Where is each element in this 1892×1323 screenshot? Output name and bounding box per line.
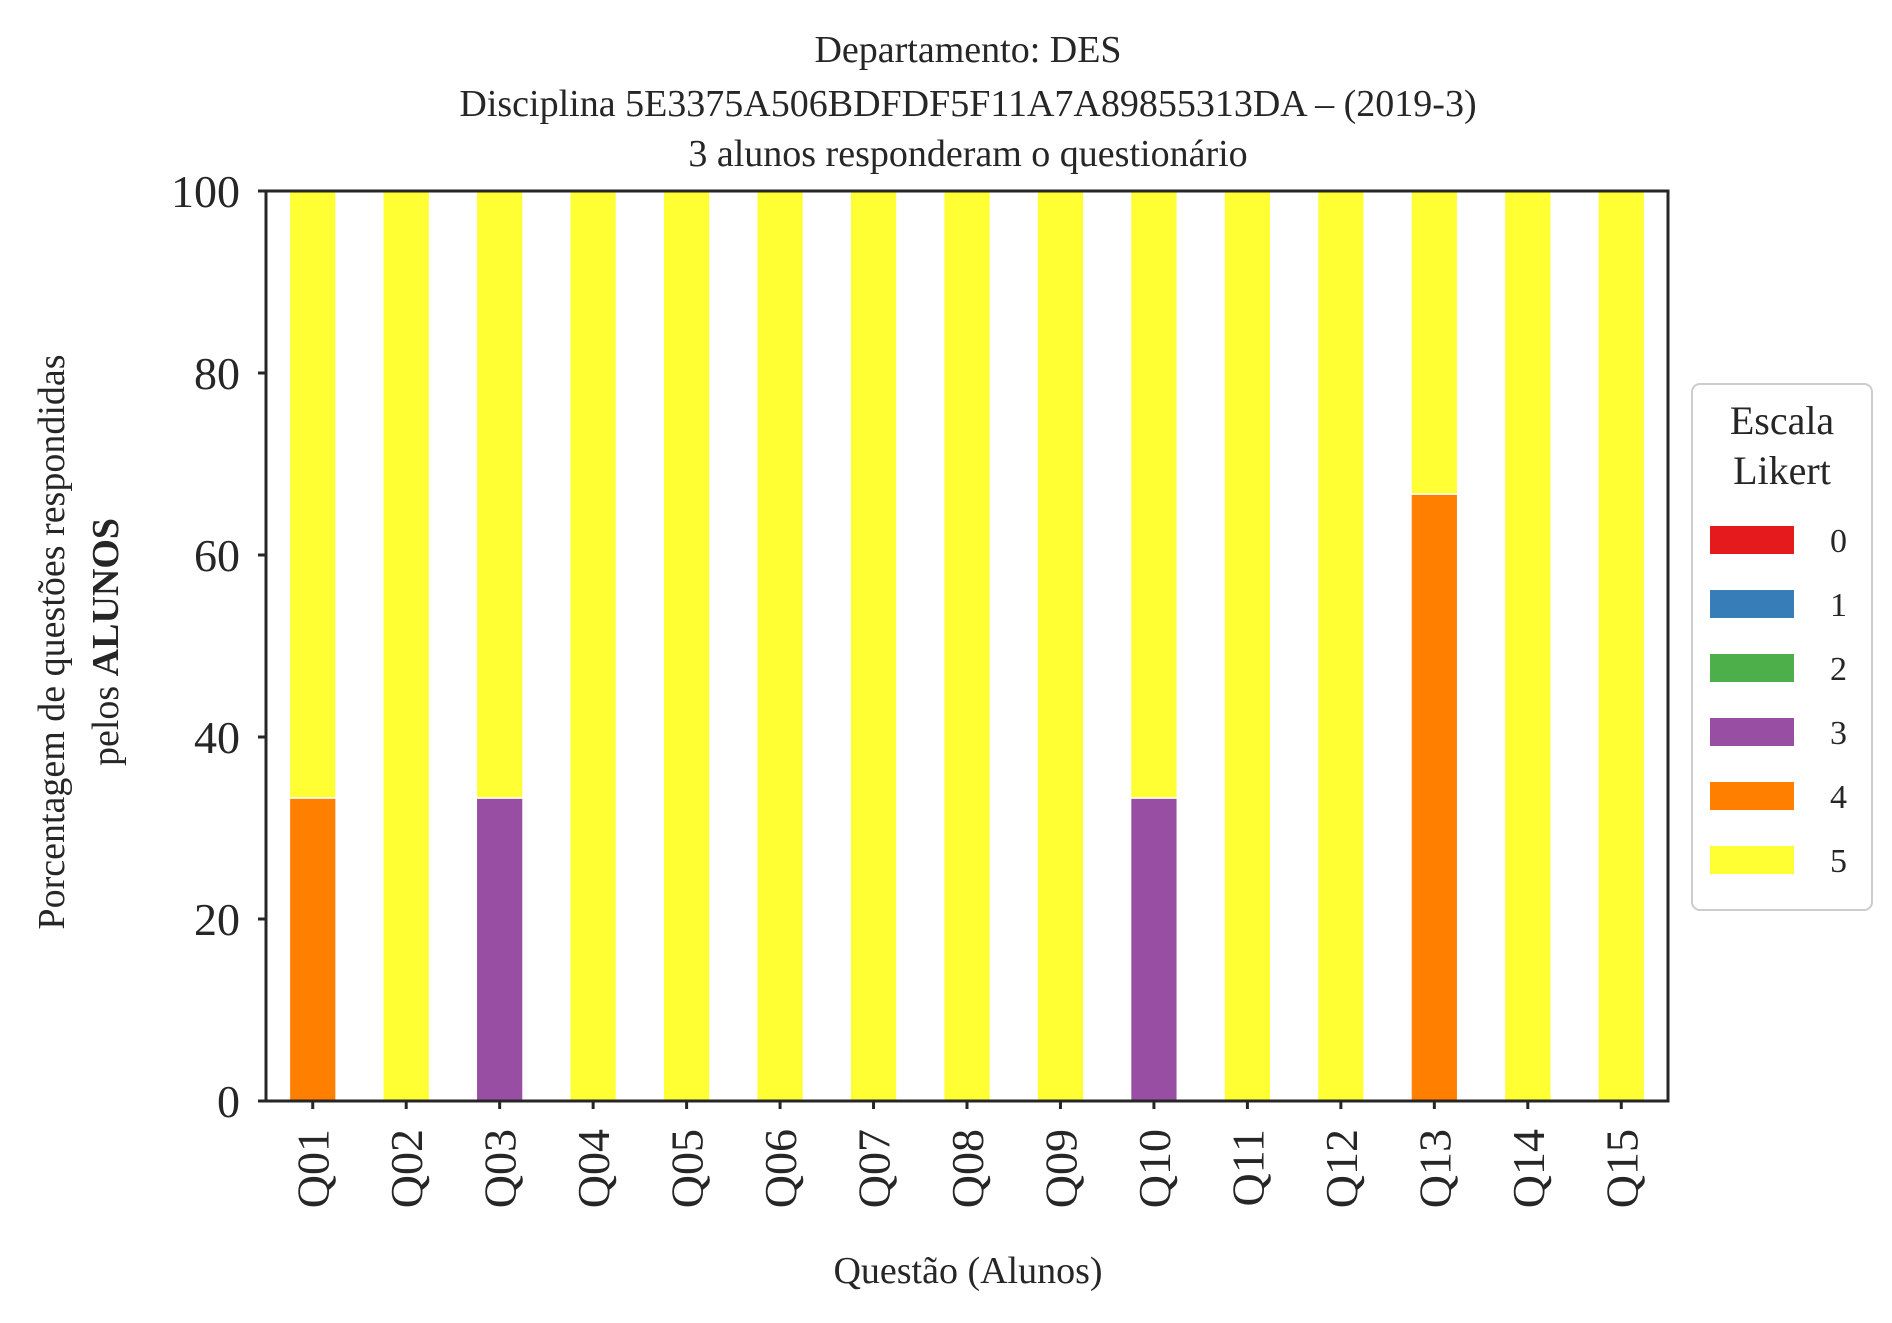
bar-q14-level-5	[1503, 190, 1552, 1102]
title-line-discipline: Disciplina 5E3375A506BDFDF5F11A7A8985531…	[459, 83, 1476, 125]
title-line-department: Departamento: DES	[814, 29, 1121, 71]
plot-area	[288, 190, 1646, 1102]
bar-q06-level-5	[755, 190, 805, 1102]
y-tick-label: 0	[217, 1076, 240, 1127]
legend-swatch-1	[1710, 590, 1794, 618]
bar-q11-level-5	[1223, 190, 1272, 1102]
x-tick-label: Q14	[1503, 1129, 1554, 1208]
bar-q05-level-5	[662, 190, 711, 1102]
y-axis-label-bold: ALUNOS	[85, 518, 127, 676]
x-tick-label: Q08	[942, 1129, 993, 1208]
legend-swatch-2	[1710, 654, 1794, 682]
y-tick-label: 40	[194, 712, 240, 763]
bar-q13-level-5	[1410, 190, 1459, 495]
legend-label-4: 4	[1830, 779, 1847, 816]
legend-swatch-3	[1710, 718, 1794, 746]
bar-q07-level-5	[849, 190, 898, 1102]
legend-swatch-5	[1710, 846, 1794, 874]
x-tick-label: Q09	[1035, 1129, 1086, 1208]
legend-items: 0 1 2 3 4 5	[1710, 523, 1847, 880]
x-tick-label: Q04	[568, 1129, 619, 1208]
bar-q04-level-5	[569, 190, 618, 1102]
legend-label-0: 0	[1830, 523, 1847, 560]
bar-q08-level-5	[942, 190, 992, 1102]
y-axis-label-line1: Porcentagem de questões respondidas	[31, 354, 73, 929]
x-tick-label: Q06	[755, 1129, 806, 1208]
x-tick-label: Q05	[662, 1129, 713, 1208]
legend-label-3: 3	[1830, 715, 1847, 752]
bar-q10-level-3	[1129, 797, 1179, 1102]
x-tick-label: Q01	[288, 1129, 339, 1208]
title-line-respondents: 3 alunos responderam o questionário	[688, 133, 1247, 175]
x-tick-label: Q02	[381, 1129, 432, 1208]
x-axis-label: Questão (Alunos)	[833, 1250, 1102, 1292]
x-tick-label: Q10	[1129, 1129, 1180, 1208]
legend-title-line2: Likert	[1733, 448, 1831, 493]
y-tick-label: 100	[171, 166, 240, 217]
bar-q03-level-3	[475, 797, 524, 1102]
legend-label-2: 2	[1830, 651, 1847, 688]
x-tick-label: Q13	[1409, 1129, 1460, 1208]
x-tick-label: Q11	[1222, 1129, 1273, 1207]
y-tick-label: 20	[194, 894, 240, 945]
legend-swatch-4	[1710, 782, 1794, 810]
legend-label-1: 1	[1830, 587, 1847, 624]
y-axis-ticks: 0 20 40 60 80 100	[171, 166, 266, 1127]
legend: Escala Likert 0 1 2 3 4 5	[1691, 383, 1873, 911]
x-tick-label: Q07	[849, 1129, 900, 1208]
y-axis-label-prefix: pelos	[85, 676, 127, 766]
x-tick-label: Q12	[1316, 1129, 1367, 1208]
x-tick-label: Q03	[475, 1129, 526, 1208]
y-axis-label-line2: pelos ALUNOS	[85, 518, 127, 766]
bar-q15-level-5	[1597, 190, 1646, 1102]
legend-label-5: 5	[1830, 843, 1847, 880]
bar-q01-level-5	[288, 190, 337, 799]
bar-q01-level-4	[288, 797, 337, 1102]
y-tick-label: 80	[194, 348, 240, 399]
x-axis-ticks: Q01 Q02 Q03 Q04 Q05 Q06 Q07 Q08 Q09 Q10 Q11 Q12 Q13 Q…	[288, 1101, 1647, 1208]
chart-title: Departamento: DES Disciplina 5E3375A506B…	[459, 29, 1476, 175]
y-tick-label: 60	[194, 530, 240, 581]
bar-q02-level-5	[382, 190, 431, 1102]
bar-q10-level-5	[1129, 190, 1179, 799]
legend-title-line1: Escala	[1730, 398, 1835, 443]
x-tick-label: Q15	[1596, 1129, 1647, 1208]
bar-q13-level-4	[1410, 493, 1459, 1102]
legend-swatch-0	[1710, 526, 1794, 554]
bar-q12-level-5	[1316, 190, 1365, 1102]
bar-q03-level-5	[475, 190, 524, 799]
bar-q09-level-5	[1036, 190, 1085, 1102]
legend-box	[1691, 383, 1873, 911]
